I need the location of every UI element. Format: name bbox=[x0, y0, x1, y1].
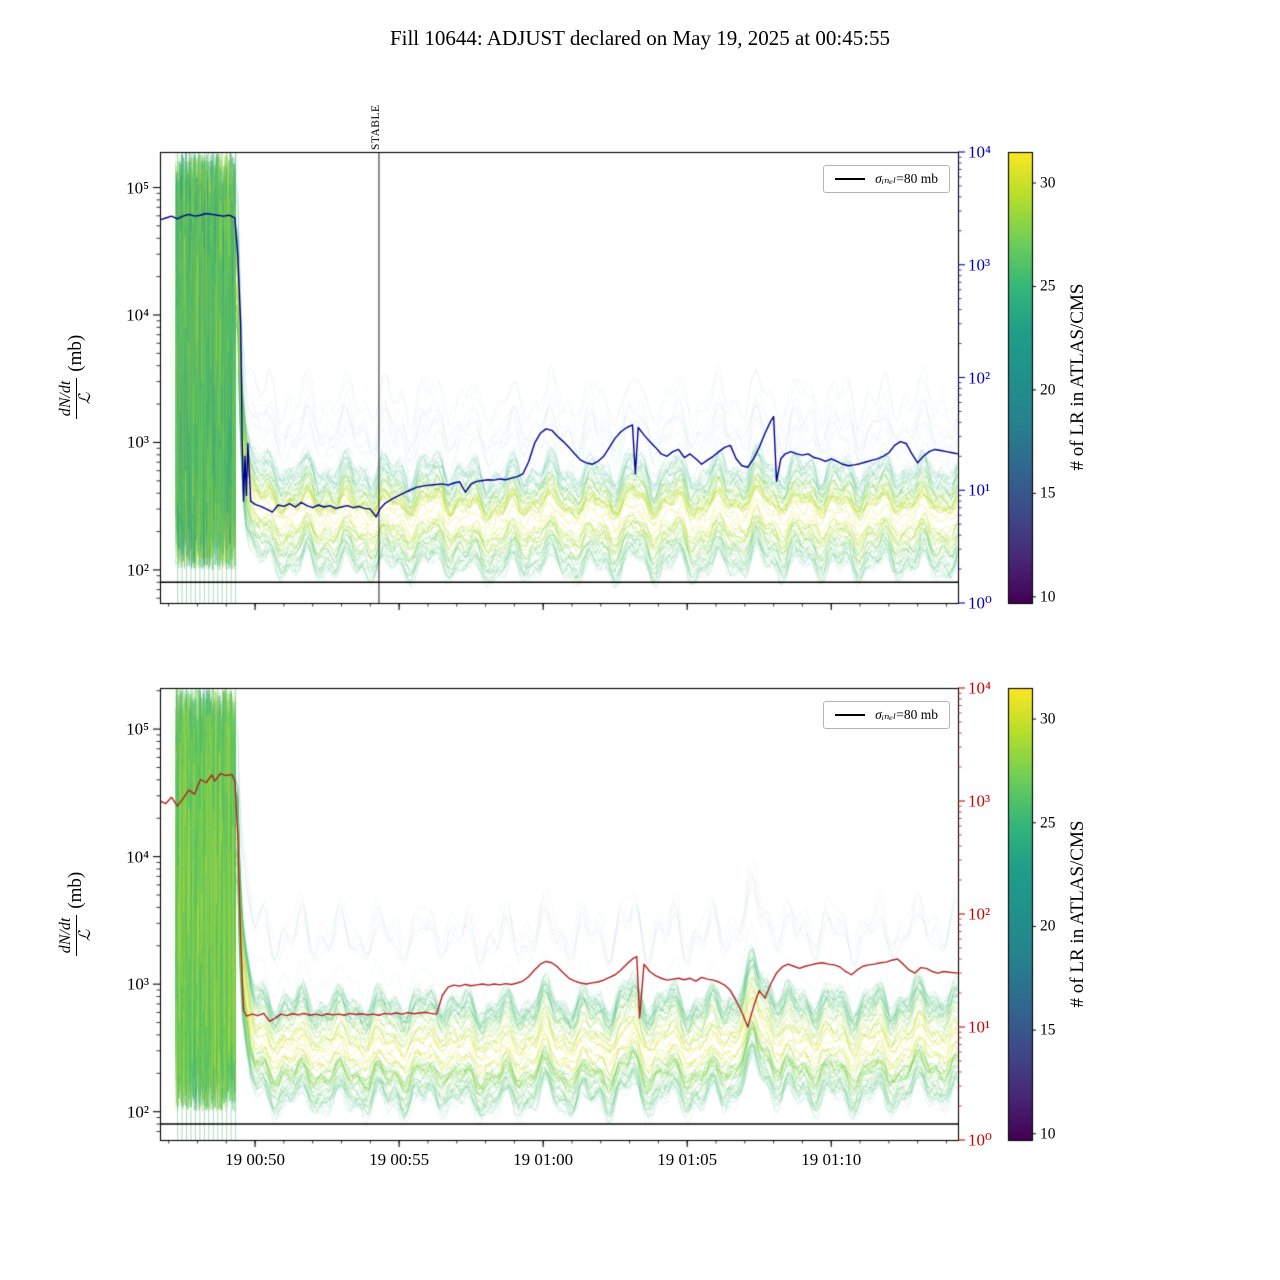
sigma-line-swatch bbox=[835, 178, 866, 180]
legend-top: σᵢₙₑₗ=80 mb bbox=[823, 165, 950, 193]
legend-label: σᵢₙₑₗ=80 mb bbox=[875, 707, 938, 722]
y-axis-label-bottom: dN/dt ℒ (mb) bbox=[52, 824, 100, 1004]
sigma-line-swatch bbox=[835, 714, 866, 716]
figure-title: Fill 10644: ADJUST declared on May 19, 2… bbox=[389, 26, 891, 50]
fraction-denominator: ℒ bbox=[76, 929, 94, 942]
dndt-over-lumi-fraction: dN/dt ℒ bbox=[57, 377, 95, 420]
legend-label: σᵢₙₑₗ=80 mb bbox=[875, 171, 938, 186]
y-axis-unit: (mb) bbox=[65, 871, 86, 909]
colorbar-label-bottom: # of LR in ATLAS/CMS bbox=[1067, 820, 1088, 1008]
colorbar-label-top: # of LR in ATLAS/CMS bbox=[1067, 283, 1088, 471]
stable-annotation: STABLE bbox=[370, 104, 382, 150]
fraction-numerator: dN/dt bbox=[57, 914, 77, 957]
legend-bottom: σᵢₙₑₗ=80 mb bbox=[823, 701, 950, 729]
fraction-numerator: dN/dt bbox=[57, 377, 77, 420]
y-axis-unit: (mb) bbox=[65, 334, 86, 372]
y-axis-label-top: dN/dt ℒ (mb) bbox=[52, 287, 100, 467]
fraction-denominator: ℒ bbox=[76, 392, 94, 405]
dndt-over-lumi-fraction: dN/dt ℒ bbox=[57, 914, 95, 957]
